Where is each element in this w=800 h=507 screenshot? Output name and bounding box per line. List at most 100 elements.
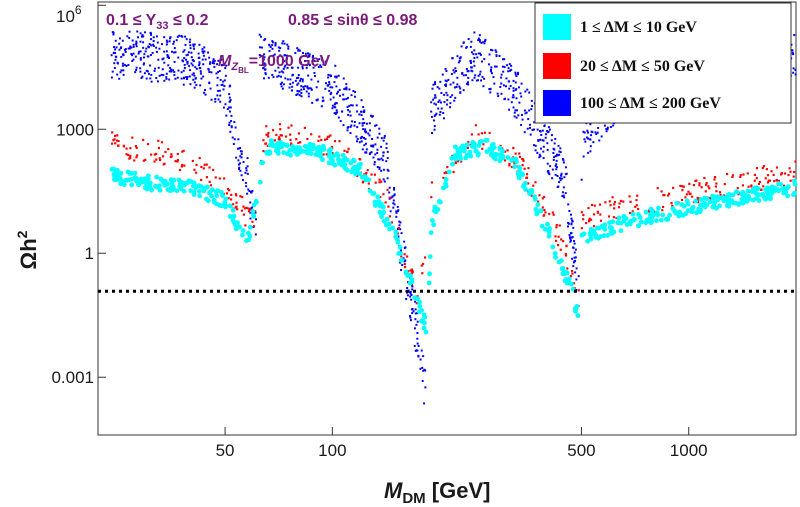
scatter-point — [552, 213, 555, 216]
scatter-point — [383, 222, 389, 228]
scatter-point — [680, 198, 684, 202]
scatter-point — [150, 73, 153, 76]
scatter-point — [691, 195, 694, 198]
scatter-point — [333, 139, 337, 143]
scatter-point — [345, 97, 348, 100]
scatter-point — [193, 168, 196, 171]
scatter-point — [152, 36, 155, 39]
scatter-point — [114, 39, 117, 42]
scatter-point — [280, 134, 283, 137]
scatter-point — [307, 74, 310, 77]
scatter-point — [436, 86, 439, 89]
scatter-point — [365, 148, 368, 151]
scatter-point — [552, 158, 555, 161]
scatter-point — [386, 168, 389, 171]
scatter-point — [289, 138, 292, 141]
scatter-point — [457, 153, 463, 159]
scatter-point — [455, 70, 458, 72]
scatter-point — [427, 271, 432, 277]
scatter-point — [562, 159, 565, 162]
scatter-point — [225, 192, 228, 195]
scatter-point — [731, 174, 735, 177]
scatter-point — [387, 205, 390, 208]
legend-swatch-red — [543, 53, 571, 79]
scatter-point — [139, 58, 142, 61]
scatter-point — [585, 238, 591, 244]
scatter-point — [483, 77, 486, 80]
scatter-point — [155, 46, 158, 49]
scatter-point — [555, 168, 558, 171]
scatter-point — [490, 48, 493, 51]
scatter-point — [515, 75, 518, 78]
scatter-point — [189, 83, 192, 86]
scatter-point — [588, 219, 591, 222]
scatter-point — [709, 197, 712, 200]
scatter-point — [739, 173, 742, 177]
scatter-point — [170, 50, 173, 53]
scatter-point — [193, 81, 196, 84]
scatter-point — [656, 205, 661, 211]
legend: 1 ≤ ΔM ≤ 10 GeV 20 ≤ ΔM ≤ 50 GeV 100 ≤ Δ… — [534, 2, 792, 124]
scatter-point — [560, 238, 563, 241]
scatter-point — [545, 133, 548, 136]
scatter-point — [731, 175, 734, 179]
scatter-point — [388, 196, 391, 199]
scatter-point — [770, 170, 773, 173]
scatter-point — [212, 60, 215, 63]
scatter-point — [284, 64, 287, 67]
scatter-point — [464, 74, 467, 77]
scatter-point — [515, 97, 518, 100]
scatter-point — [308, 87, 311, 90]
scatter-point — [558, 153, 561, 156]
scatter-point — [616, 215, 622, 221]
scatter-point — [679, 184, 682, 187]
scatter-point — [353, 124, 356, 127]
scatter-point — [698, 184, 701, 187]
scatter-point — [598, 139, 601, 142]
scatter-point — [569, 239, 572, 242]
scatter-point — [190, 51, 193, 54]
scatter-point — [776, 181, 781, 187]
scatter-point — [129, 45, 132, 48]
scatter-point — [347, 109, 350, 112]
scatter-point — [368, 122, 371, 125]
scatter-point — [488, 88, 491, 91]
scatter-point — [580, 178, 583, 181]
scatter-point — [581, 231, 587, 237]
scatter-point — [390, 196, 393, 199]
scatter-point — [524, 112, 527, 115]
scatter-point — [555, 159, 558, 162]
scatter-point — [434, 82, 437, 85]
scatter-point — [513, 111, 516, 114]
scatter-point — [228, 189, 231, 192]
scatter-point — [178, 34, 181, 37]
scatter-point — [329, 93, 332, 96]
scatter-point — [556, 186, 559, 189]
scatter-point — [761, 166, 764, 170]
scatter-point — [193, 74, 196, 77]
scatter-point — [422, 262, 425, 266]
scatter-point — [362, 106, 365, 109]
scatter-point — [530, 99, 533, 102]
scatter-point — [563, 277, 569, 282]
scatter-point — [563, 176, 566, 179]
scatter-point — [392, 187, 395, 190]
scatter-point — [223, 177, 226, 180]
scatter-point — [215, 72, 218, 75]
scatter-point — [267, 132, 270, 135]
scatter-point — [540, 147, 542, 150]
scatter-point — [113, 67, 116, 70]
scatter-point — [391, 195, 394, 198]
scatter-point — [183, 57, 186, 60]
scatter-point — [793, 34, 796, 37]
scatter-point — [328, 83, 331, 86]
scatter-point — [238, 147, 241, 150]
scatter-point — [297, 49, 300, 52]
scatter-point — [439, 80, 442, 83]
scatter-point — [502, 84, 505, 87]
scatter-point — [403, 266, 407, 269]
scatter-point — [169, 36, 172, 39]
scatter-point — [430, 115, 433, 118]
scatter-point — [667, 194, 670, 197]
scatter-point — [538, 194, 541, 197]
